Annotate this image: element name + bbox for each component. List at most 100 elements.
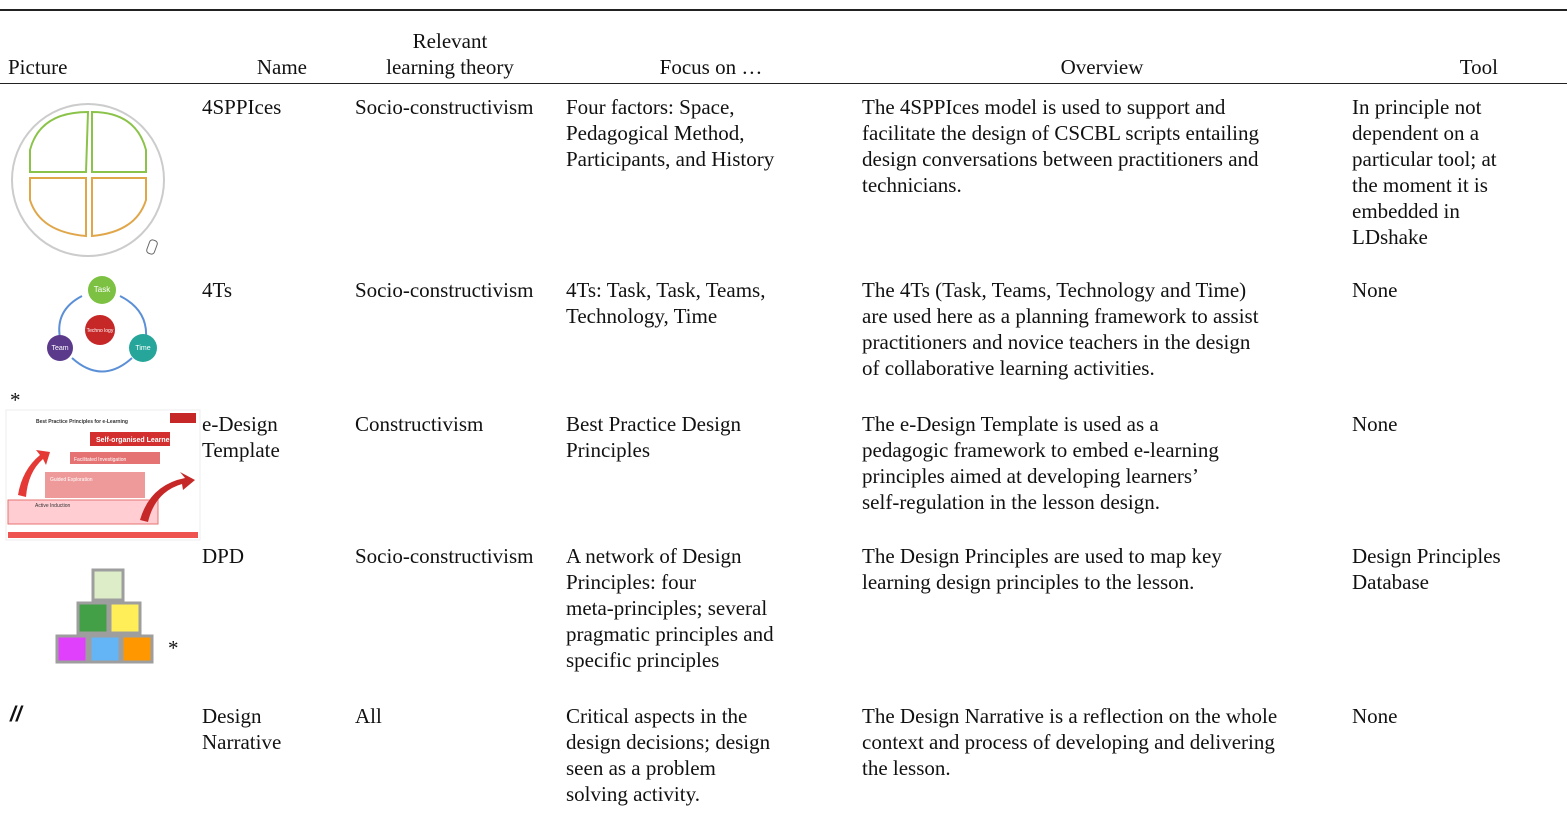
learning-theory-cell: Socio-constructivism <box>355 277 533 303</box>
header-learning-theory: Relevant learning theory <box>355 28 545 80</box>
picture-label: Best Practice Principles for e-Learning <box>36 419 128 425</box>
cell-line: Socio-constructivism <box>355 95 534 119</box>
tool-cell: In principle not dependent on a particular… <box>1352 94 1497 250</box>
cell-line: The 4Ts (Task, Teams, Technology and Tim… <box>862 278 1247 302</box>
cell-line: self-regulation in the lesson design. <box>862 490 1161 514</box>
header-overview: Overview <box>862 54 1342 80</box>
cell-line: particular tool; at <box>1352 147 1497 171</box>
header-line: Focus on … <box>659 55 763 79</box>
header-line: Overview <box>1060 55 1144 79</box>
picture-dpd <box>55 568 154 664</box>
header-picture: Picture <box>8 54 67 80</box>
picture-4sppices <box>11 103 165 257</box>
cell-line: 4SPPIces <box>202 95 282 119</box>
cell-line: The 4SPPIces model is used to support an… <box>862 95 1226 119</box>
cell-line: DPD <box>202 544 245 568</box>
picture-note: * <box>168 636 179 660</box>
cell-line: design decisions; design <box>566 730 771 754</box>
cell-line: Design Principles <box>1352 544 1501 568</box>
header-rule <box>0 83 1567 84</box>
cell-line: pragmatic principles and <box>566 622 774 646</box>
name-cell: DPD <box>202 543 244 569</box>
overview-cell: The 4Ts (Task, Teams, Technology and Tim… <box>862 277 1259 381</box>
cell-line: Four factors: Space, <box>566 95 735 119</box>
cell-line: practitioners and novice teachers in the… <box>862 330 1251 354</box>
cell-line: In principle not <box>1352 95 1482 119</box>
cell-line: Narrative <box>202 730 282 754</box>
learning-theory-cell: Socio-constructivism <box>355 94 533 120</box>
cell-line: embedded in <box>1352 199 1460 223</box>
learning-theory-cell: All <box>355 703 382 729</box>
focus-cell: 4Ts: Task, Task, Teams, Technology, Time <box>566 277 765 329</box>
cell-line: learning design principles to the lesson… <box>862 570 1195 594</box>
header-line: Picture <box>8 55 68 79</box>
focus-cell: A network of Design Principles: four meta-… <box>566 543 774 673</box>
tool-cell: None <box>1352 411 1398 437</box>
header-line: learning theory <box>386 55 514 79</box>
tool-cell: None <box>1352 703 1398 729</box>
name-cell: 4Ts <box>202 277 232 303</box>
header-focus: Focus on … <box>566 54 856 80</box>
cell-line: solving activity. <box>566 782 700 806</box>
picture-label: Facilitated Investigation <box>74 457 126 463</box>
cell-line: None <box>1352 278 1398 302</box>
cell-line: Template <box>202 438 280 462</box>
cell-line: 4Ts: Task, Task, Teams, <box>566 278 766 302</box>
cell-line: A network of Design <box>566 544 742 568</box>
cell-line: Constructivism <box>355 412 484 436</box>
cell-line: 4Ts <box>202 278 233 302</box>
overview-cell: The e-Design Template is used as a pedago… <box>862 411 1219 515</box>
focus-cell: Best Practice Design Principles <box>566 411 741 463</box>
header-line: Name <box>256 55 307 79</box>
picture-note: * <box>10 388 21 412</box>
cell-line: e-Design <box>202 412 278 436</box>
cell-line: technicians. <box>862 173 962 197</box>
cell-line: are used here as a planning framework to… <box>862 304 1259 328</box>
focus-cell: Four factors: Space, Pedagogical Method, P… <box>566 94 774 172</box>
picture-label: Active Induction <box>35 503 71 509</box>
cell-line: Pedagogical Method, <box>566 121 745 145</box>
overview-cell: The Design Narrative is a reflection on … <box>862 703 1277 781</box>
cell-line: The Design Principles are used to map ke… <box>862 544 1222 568</box>
cell-line: seen as a problem <box>566 756 716 780</box>
overview-cell: The Design Principles are used to map ke… <box>862 543 1222 595</box>
learning-theory-cell: Constructivism <box>355 411 483 437</box>
picture-label: Guided Exploration <box>50 477 93 483</box>
tool-cell: Design Principles Database <box>1352 543 1501 595</box>
top-rule <box>0 9 1567 11</box>
header-line: Relevant <box>412 29 488 53</box>
tool-cell: None <box>1352 277 1398 303</box>
cell-line: Technology, Time <box>566 304 718 328</box>
cell-line: Design <box>202 704 262 728</box>
cell-line: design conversations between practitione… <box>862 147 1259 171</box>
cell-line: dependent on a <box>1352 121 1480 145</box>
cell-line: The e-Design Template is used as a <box>862 412 1159 436</box>
cell-line: pedagogic framework to embed e-learning <box>862 438 1219 462</box>
header-line: Tool <box>1459 55 1498 79</box>
name-cell: e-Design Template <box>202 411 280 463</box>
cell-line: None <box>1352 412 1398 436</box>
picture-e-design: Best Practice Principles for e-Learning … <box>5 409 201 541</box>
cell-line: context and process of developing and de… <box>862 730 1275 754</box>
cell-line: The Design Narrative is a reflection on … <box>862 704 1278 728</box>
name-cell: 4SPPIces <box>202 94 281 120</box>
picture-label: Time <box>135 345 150 352</box>
cell-line: Socio-constructivism <box>355 544 534 568</box>
cell-line: Best Practice Design <box>566 412 741 436</box>
picture-label: Team <box>51 345 68 352</box>
picture-label: Self-organised Learner <box>96 437 173 444</box>
cell-line: the moment it is <box>1352 173 1488 197</box>
cell-line: principles aimed at developing learners’ <box>862 464 1200 488</box>
overview-cell: The 4SPPIces model is used to support an… <box>862 94 1259 198</box>
cell-line: Principles: four <box>566 570 697 594</box>
picture-note: // <box>10 703 22 726</box>
cell-line: facilitate the design of CSCBL scripts e… <box>862 121 1259 145</box>
cell-line: Critical aspects in the <box>566 704 748 728</box>
cell-line: Participants, and History <box>566 147 775 171</box>
picture-label: Techno logy <box>87 328 114 334</box>
focus-cell: Critical aspects in the design decisions;… <box>566 703 770 807</box>
cell-line: Database <box>1352 570 1429 594</box>
header-name: Name <box>257 54 307 80</box>
